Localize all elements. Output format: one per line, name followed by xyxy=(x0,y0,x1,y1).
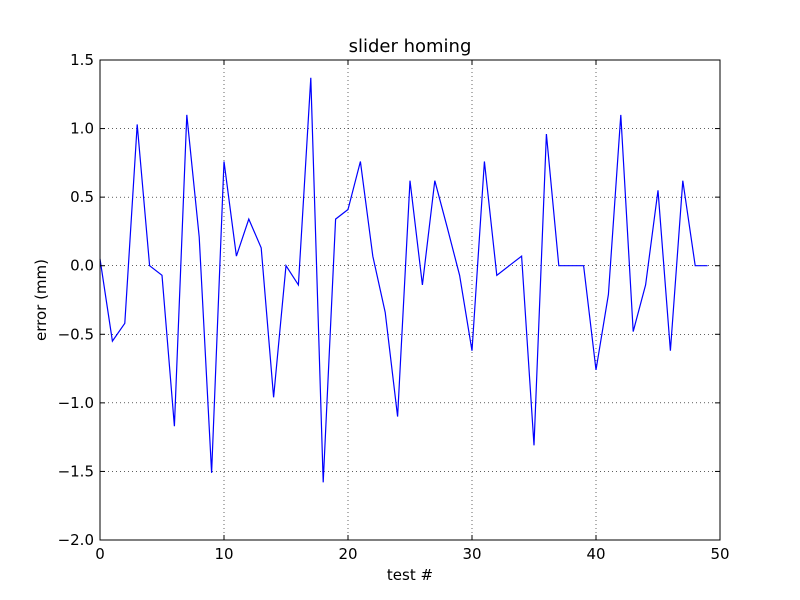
x-tick-label: 10 xyxy=(214,545,233,563)
series-line xyxy=(99,77,708,483)
plot-frame xyxy=(99,59,721,541)
y-tick-label: 0.0 xyxy=(70,257,94,275)
x-tick-label: 0 xyxy=(95,545,105,563)
x-tick-label: 50 xyxy=(710,545,729,563)
y-tick-label: 1.0 xyxy=(70,120,94,138)
tick-marks xyxy=(99,59,721,541)
y-tick-label: −1.0 xyxy=(58,394,94,412)
y-tick-labels: 1.5 1.0 0.5 0.0 −0.5 −1.0 −1.5 −2.0 xyxy=(58,51,94,549)
x-tick-label: 40 xyxy=(586,545,605,563)
x-axis-label: test # xyxy=(387,566,433,584)
x-tick-label: 30 xyxy=(462,545,481,563)
y-axis-label: error (mm) xyxy=(32,259,50,341)
y-tick-label: 0.5 xyxy=(70,188,94,206)
y-tick-label: −2.0 xyxy=(58,531,94,549)
x-tick-labels: 0 10 20 30 40 50 xyxy=(95,545,729,563)
series-layer xyxy=(99,77,708,483)
x-tick-label: 20 xyxy=(338,545,357,563)
y-tick-label: −1.5 xyxy=(58,462,94,480)
chart-title: slider homing xyxy=(349,36,472,57)
y-tick-label: 1.5 xyxy=(70,51,94,69)
y-tick-label: −0.5 xyxy=(58,325,94,343)
